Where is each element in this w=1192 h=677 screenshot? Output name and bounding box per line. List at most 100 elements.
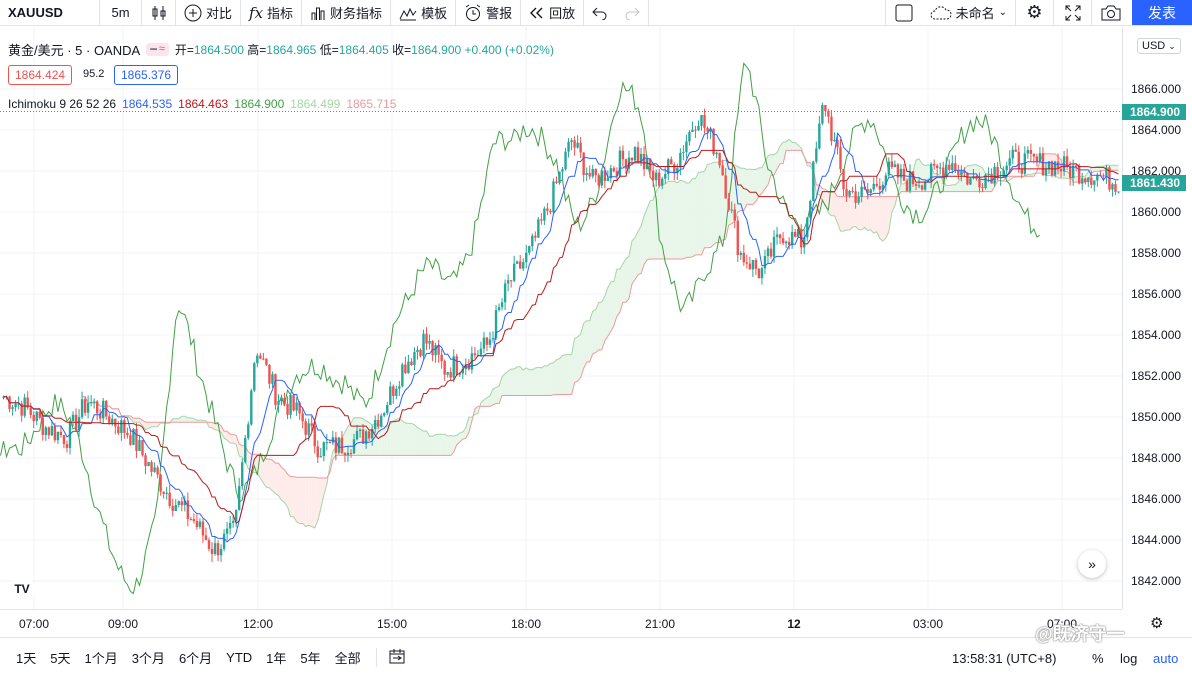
sell-price-button[interactable]: 1864.424 xyxy=(8,65,73,85)
range-1d[interactable]: 1天 xyxy=(16,651,37,666)
percent-toggle[interactable]: % xyxy=(1092,651,1104,666)
candle-body xyxy=(99,413,102,419)
cloud-segment xyxy=(647,200,651,260)
symbol-search[interactable]: XAUUSD xyxy=(0,0,100,25)
goto-date-icon[interactable] xyxy=(375,648,412,667)
candle-body xyxy=(1005,165,1008,171)
candle-body xyxy=(111,418,114,425)
interval-button[interactable]: 5m xyxy=(100,0,142,25)
axis-settings-icon[interactable]: ⚙ xyxy=(1150,615,1164,632)
current-price-label: 1861.430 xyxy=(1122,174,1186,191)
candle-body xyxy=(549,210,552,213)
settings-button[interactable]: ⚙ xyxy=(1016,0,1054,25)
range-1y[interactable]: 1年 xyxy=(266,651,287,666)
buy-price-button[interactable]: 1865.376 xyxy=(114,65,179,85)
financials-button[interactable]: 财务指标 xyxy=(302,0,392,25)
cloud-segment xyxy=(151,422,155,427)
candle-body xyxy=(401,364,404,387)
candle-body xyxy=(440,354,443,362)
candle-body xyxy=(241,462,244,487)
snapshot-button[interactable] xyxy=(1092,0,1130,25)
candle-body xyxy=(1084,178,1087,183)
candle-body xyxy=(839,147,842,170)
candle-body xyxy=(1011,149,1014,159)
symbol-title[interactable]: 黄金/美元 · 5 · OANDA xyxy=(8,43,141,58)
log-toggle[interactable]: log xyxy=(1120,651,1138,666)
cloud-segment xyxy=(713,162,717,245)
candle-body xyxy=(26,397,29,408)
range-6m[interactable]: 6个月 xyxy=(178,651,213,666)
candle-body xyxy=(709,128,712,132)
range-5y[interactable]: 5年 xyxy=(300,651,321,666)
cloud-segment xyxy=(1073,176,1077,183)
publish-button[interactable]: 发表 xyxy=(1132,0,1192,25)
cloud-segment xyxy=(230,434,234,443)
redo-button[interactable] xyxy=(616,0,650,25)
candle-body xyxy=(757,268,761,279)
indicators-button[interactable]: fx 指标 xyxy=(241,0,303,25)
cloud-segment xyxy=(761,161,765,194)
candle-body xyxy=(262,358,265,360)
templates-button[interactable]: 模板 xyxy=(391,0,457,25)
cloud-segment xyxy=(577,334,581,382)
cloud-segment xyxy=(456,433,460,445)
square-icon xyxy=(895,4,913,22)
expand-button[interactable] xyxy=(1054,0,1092,25)
price-chart[interactable] xyxy=(0,27,1122,609)
candle-body xyxy=(174,504,177,512)
candle-body xyxy=(803,237,806,248)
auto-toggle[interactable]: auto xyxy=(1153,651,1179,666)
range-ytd[interactable]: YTD xyxy=(226,650,253,665)
candle-body xyxy=(286,403,289,415)
range-1m[interactable]: 1个月 xyxy=(84,651,118,666)
cloud-segment xyxy=(840,196,844,232)
range-all[interactable]: 全部 xyxy=(334,651,361,666)
candle-body xyxy=(1093,180,1096,185)
undo-button[interactable] xyxy=(584,0,616,25)
cloud-segment xyxy=(695,172,699,255)
layout-name-button[interactable]: 未命名 ⌄ xyxy=(922,0,1016,25)
cloud-segment xyxy=(632,237,636,284)
cloud-segment xyxy=(1091,167,1095,174)
chart-type-button[interactable] xyxy=(142,0,176,25)
candle-body xyxy=(491,338,495,340)
cloud-segment xyxy=(592,309,596,354)
top-toolbar: XAUUSD 5m 对比 fx 指标 财务指标 模板 警报 回放 未命名 ⌄ ⚙ 发… xyxy=(0,0,1192,26)
cloud-segment xyxy=(408,423,412,456)
clock[interactable]: 13:58:31 (UTC+8) xyxy=(952,651,1057,666)
range-5d[interactable]: 5天 xyxy=(50,651,71,666)
candle-body xyxy=(413,352,416,365)
candle-body xyxy=(407,361,410,374)
price-axis[interactable]: 1866.000 1864.000 1862.000 1860.000 1858.000… xyxy=(1122,27,1192,609)
camera-icon xyxy=(1101,5,1121,21)
candle-body xyxy=(1056,161,1060,169)
plus-circle-icon xyxy=(184,4,202,22)
legend-toggle-chip[interactable]: ━ ≈ xyxy=(146,43,169,56)
candle-body xyxy=(821,105,824,124)
tradingview-logo[interactable]: TV xyxy=(8,578,36,600)
candle-body xyxy=(443,361,446,375)
replay-button[interactable]: 回放 xyxy=(521,0,585,25)
ichimoku-legend[interactable]: Ichimoku 9 26 52 26 1864.535 1864.463 18… xyxy=(8,97,396,111)
compare-button[interactable]: 对比 xyxy=(176,0,242,25)
cloud-segment xyxy=(305,477,309,527)
time-axis[interactable]: 07:00 09:00 12:00 15:00 18:00 21:00 12 03:00 07:… xyxy=(0,609,1122,637)
candle-body xyxy=(525,252,528,263)
cloud-segment xyxy=(752,169,756,205)
alert-button[interactable]: 警报 xyxy=(456,0,522,25)
scroll-to-realtime-button[interactable]: » xyxy=(1078,550,1106,578)
cloud-segment xyxy=(668,181,672,259)
candle-body xyxy=(135,429,138,451)
candle-body xyxy=(416,349,419,353)
candle-body xyxy=(642,154,646,170)
candle-body xyxy=(195,521,199,527)
candle-body xyxy=(645,158,649,170)
candle-body xyxy=(126,432,129,436)
range-3m[interactable]: 3个月 xyxy=(131,651,165,666)
candle-body xyxy=(44,427,48,435)
conversion-value: 1864.535 xyxy=(122,97,173,111)
fullscreen-toggle[interactable] xyxy=(886,0,922,25)
candle-body xyxy=(745,262,749,264)
currency-select[interactable]: USD ⌄ xyxy=(1137,38,1181,54)
time-tick: 07:00 xyxy=(1046,617,1078,631)
